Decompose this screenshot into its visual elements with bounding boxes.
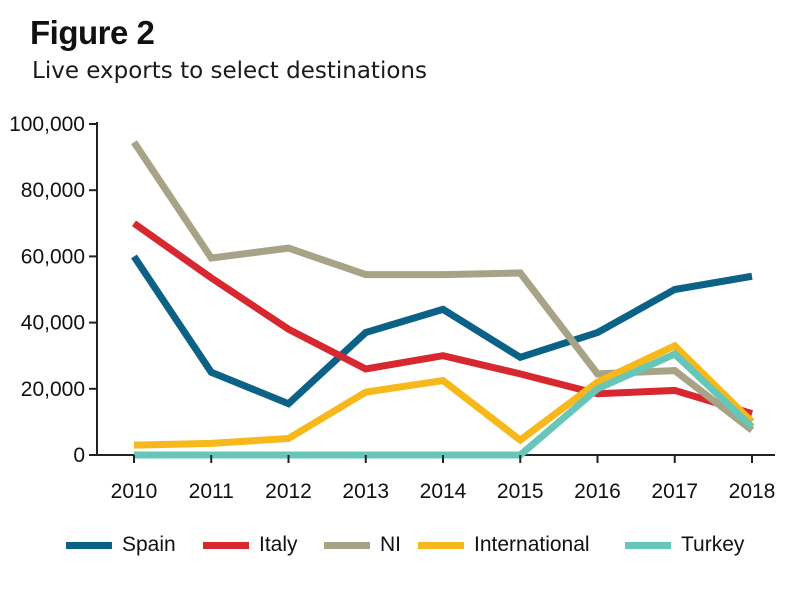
y-tick-label: 80,000 [21,179,85,202]
legend-item-spain: Spain [66,528,176,562]
legend-label: Turkey [681,533,745,556]
legend-item-turkey: Turkey [625,528,744,562]
legend-swatch [324,541,370,549]
series-line-italy [131,220,754,417]
y-tick-label: 100,000 [9,113,85,136]
x-tick-label: 2017 [651,480,698,503]
legend-label: International [474,533,590,556]
y-tick-label: 0 [73,444,85,467]
legend-swatch [418,541,464,549]
x-tick-label: 2018 [729,480,776,503]
chart-title: Live exports to select destinations [32,58,427,84]
y-tick-label: 60,000 [21,245,85,268]
legend-swatch [625,541,671,549]
legend-item-italy: Italy [203,528,298,562]
legend-label: Italy [259,533,298,556]
legend-swatch [203,541,249,549]
legend-item-ni: NI [324,528,401,562]
x-tick-label: 2015 [497,480,544,503]
x-tick-label: 2013 [342,480,389,503]
series-line-spain [131,254,753,408]
series-line-ni [131,140,755,433]
series-line-international [133,341,755,449]
legend: Spain Italy NI International Turkey [0,528,790,562]
legend-item-international: International [418,528,590,562]
figure-label: Figure 2 [30,14,155,51]
x-tick-label: 2011 [189,480,234,503]
legend-swatch [66,541,112,549]
y-tick-label: 20,000 [21,378,85,401]
legend-label: Spain [122,533,176,556]
legend-label: NI [380,533,401,556]
x-tick-label: 2014 [420,480,467,503]
x-tick-label: 2016 [574,480,621,503]
x-tick-label: 2010 [111,480,158,503]
x-tick-label: 2012 [265,480,312,503]
y-tick-label: 40,000 [21,312,85,335]
